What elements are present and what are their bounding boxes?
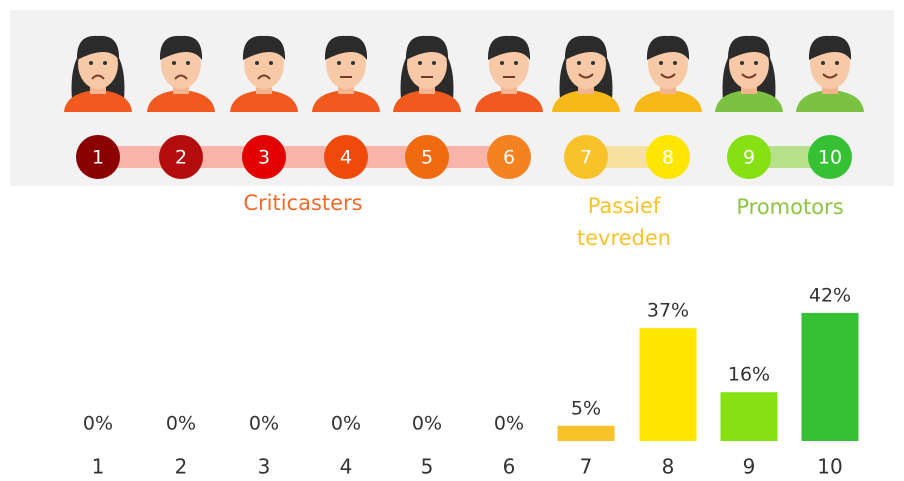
value-label: 0% [412,413,442,435]
x-tick-label: 7 [580,455,593,479]
score-label: 5 [421,147,433,169]
face-eye [351,61,355,65]
x-tick-label: 9 [743,455,756,479]
face-shirt [552,90,620,112]
x-tick-label: 1 [92,455,105,479]
bar [557,425,615,441]
x-tick-label: 8 [662,455,675,479]
face-shirt [475,90,543,112]
face-eye [821,61,825,65]
x-tick-label: 6 [503,455,516,479]
face-mouth [91,74,105,80]
score-circle [564,135,608,179]
value-label: 42% [809,284,851,306]
score-circle [487,135,531,179]
face-mouth [578,73,594,79]
face-hair-top [808,35,852,60]
x-tick-label: 10 [817,455,842,479]
score-circle [324,135,368,179]
face-eye [255,61,259,65]
face-eye [172,61,176,65]
face-eye [659,61,663,65]
face-eye [89,61,93,65]
value-label: 0% [249,413,279,435]
score-circle [646,135,690,179]
value-label: 37% [647,300,689,322]
score-label: 4 [340,147,352,169]
score-circle [808,135,852,179]
face-mouth [257,74,271,80]
score-circle [727,135,771,179]
face-eye [337,61,341,65]
face-eye [740,61,744,65]
face-eye [418,61,422,65]
face-eye [432,61,436,65]
value-label: 5% [571,397,601,419]
face-hair-top [76,35,120,60]
face-shirt [796,90,864,112]
face-shirt [634,90,702,112]
face-mouth [741,73,757,79]
score-label: 1 [92,147,104,169]
value-label: 0% [83,413,113,435]
score-label: 9 [743,147,755,169]
value-label: 0% [166,413,196,435]
score-circle [76,135,120,179]
face-eye [186,61,190,65]
score-label: 6 [503,147,515,169]
score-circle [159,135,203,179]
face-hair-top [646,35,690,60]
face-shirt [230,90,298,112]
x-tick-label: 2 [175,455,188,479]
face-eye [591,61,595,65]
face-eye [514,61,518,65]
score-circle [405,135,449,179]
group-label: Passief tevreden [576,194,672,250]
face-eye [673,61,677,65]
score-label: 3 [258,147,270,169]
bar [639,328,697,441]
face-hair-top [727,35,771,60]
face-hair-top [405,35,449,60]
face-mouth [822,73,838,79]
score-label: 10 [818,147,842,169]
face-shirt [312,90,380,112]
face-hair-top [324,35,368,60]
face-eye [754,61,758,65]
face-hair-top [159,35,203,60]
face-shirt [393,90,461,112]
group-label: Promotors [736,195,844,219]
face-eye [103,61,107,65]
score-label: 7 [580,147,592,169]
value-label: 0% [494,413,524,435]
score-circle [242,135,286,179]
face-shirt [715,90,783,112]
score-label: 2 [175,147,187,169]
face-hair-top [564,35,608,60]
value-label: 16% [728,364,770,386]
group-label: Criticasters [243,191,363,215]
face-eye [577,61,581,65]
face-shirt [147,90,215,112]
bar [720,392,778,441]
x-tick-label: 5 [421,455,434,479]
score-label: 8 [662,147,674,169]
face-eye [500,61,504,65]
face-eye [269,61,273,65]
face-mouth [660,73,676,79]
face-mouth [174,74,188,80]
x-tick-label: 3 [258,455,271,479]
x-tick-label: 4 [340,455,353,479]
face-shirt [64,90,132,112]
face-eye [835,61,839,65]
face-hair-top [487,35,531,60]
value-label: 0% [331,413,361,435]
bar [801,312,859,441]
face-hair-top [242,35,286,60]
